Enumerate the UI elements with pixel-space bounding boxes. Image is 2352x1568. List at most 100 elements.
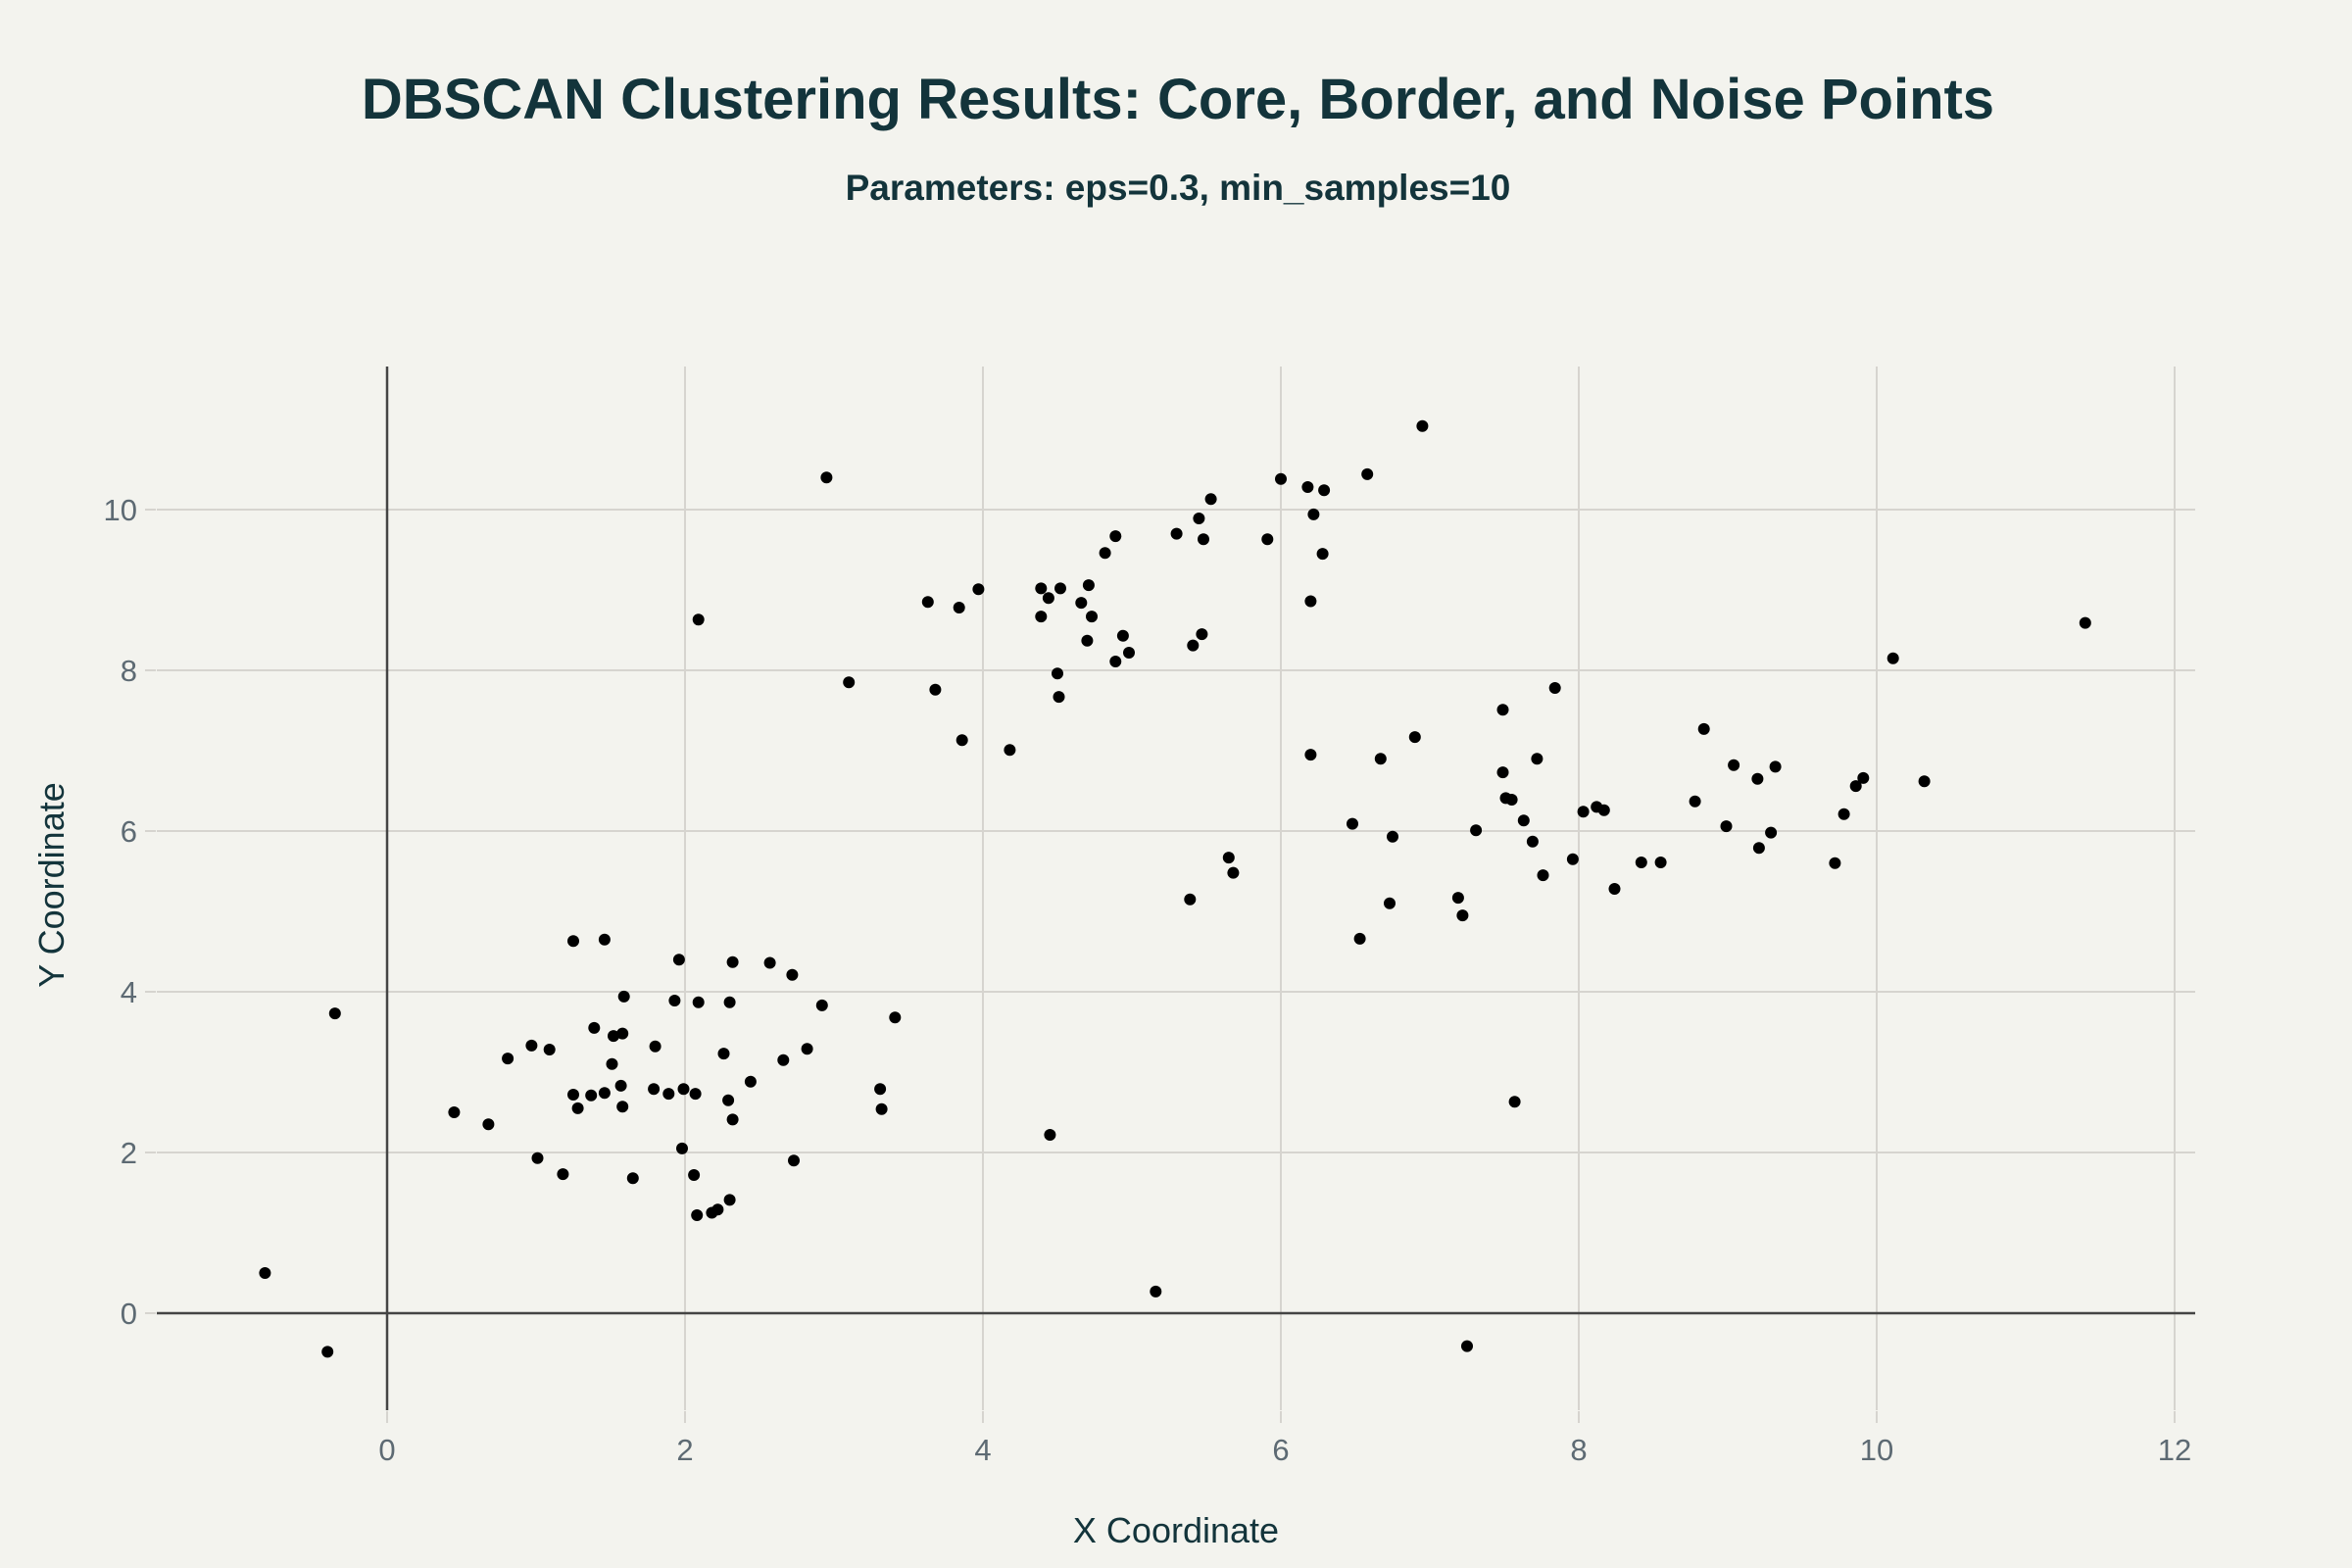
data-point[interactable]: [763, 956, 776, 969]
data-point[interactable]: [1198, 533, 1209, 546]
data-point[interactable]: [1720, 820, 1733, 833]
data-point[interactable]: [606, 1057, 618, 1070]
data-point[interactable]: [1318, 484, 1331, 497]
data-point[interactable]: [692, 996, 705, 1008]
data-point[interactable]: [1081, 634, 1094, 647]
data-point[interactable]: [723, 1194, 736, 1206]
data-point[interactable]: [1035, 611, 1048, 623]
data-point[interactable]: [1384, 897, 1396, 909]
data-point[interactable]: [1829, 857, 1841, 869]
data-point[interactable]: [1116, 629, 1129, 642]
data-point[interactable]: [598, 933, 611, 946]
data-point[interactable]: [874, 1083, 887, 1096]
plot-area[interactable]: [157, 367, 2195, 1410]
data-point[interactable]: [1517, 814, 1530, 827]
data-point[interactable]: [626, 1172, 639, 1185]
data-point[interactable]: [557, 1168, 569, 1181]
data-point[interactable]: [2079, 616, 2091, 629]
data-point[interactable]: [616, 1027, 629, 1040]
data-point[interactable]: [956, 734, 968, 747]
data-point[interactable]: [1204, 493, 1217, 506]
data-point[interactable]: [1353, 932, 1366, 945]
data-point[interactable]: [1222, 852, 1235, 864]
data-point[interactable]: [1769, 760, 1782, 773]
data-point[interactable]: [1099, 547, 1111, 560]
data-point[interactable]: [1052, 667, 1063, 680]
data-point[interactable]: [617, 990, 630, 1003]
data-point[interactable]: [1408, 731, 1421, 744]
data-point[interactable]: [328, 1007, 341, 1020]
data-point[interactable]: [677, 1083, 690, 1096]
data-point[interactable]: [1042, 592, 1054, 605]
data-point[interactable]: [1689, 795, 1701, 808]
data-point[interactable]: [259, 1267, 271, 1279]
data-point[interactable]: [1035, 582, 1048, 595]
data-point[interactable]: [1075, 597, 1088, 610]
data-point[interactable]: [815, 999, 828, 1011]
data-point[interactable]: [1838, 808, 1850, 820]
data-point[interactable]: [1751, 772, 1764, 785]
data-point[interactable]: [1752, 842, 1765, 855]
data-point[interactable]: [1184, 893, 1197, 906]
data-point[interactable]: [1451, 892, 1464, 905]
data-point[interactable]: [448, 1106, 461, 1118]
data-point[interactable]: [921, 596, 934, 609]
data-point[interactable]: [585, 1089, 598, 1102]
data-point[interactable]: [1918, 775, 1931, 788]
data-point[interactable]: [689, 1088, 702, 1101]
data-point[interactable]: [1361, 467, 1374, 480]
data-point[interactable]: [616, 1101, 629, 1113]
data-point[interactable]: [525, 1039, 538, 1052]
data-point[interactable]: [843, 676, 856, 689]
data-point[interactable]: [567, 935, 579, 948]
data-point[interactable]: [1086, 611, 1098, 623]
data-point[interactable]: [1347, 817, 1358, 830]
data-point[interactable]: [1531, 753, 1544, 765]
data-point[interactable]: [717, 1048, 730, 1060]
data-point[interactable]: [688, 1169, 701, 1181]
data-point[interactable]: [1261, 533, 1274, 546]
data-point[interactable]: [531, 1152, 544, 1164]
data-point[interactable]: [1526, 835, 1539, 848]
data-point[interactable]: [608, 1030, 619, 1043]
data-point[interactable]: [1387, 830, 1398, 843]
data-point[interactable]: [1193, 513, 1205, 524]
data-point[interactable]: [502, 1053, 514, 1065]
data-point[interactable]: [1053, 691, 1065, 704]
data-point[interactable]: [1470, 824, 1483, 837]
data-point[interactable]: [662, 1088, 675, 1101]
data-point[interactable]: [1548, 682, 1561, 694]
data-point[interactable]: [1597, 804, 1610, 816]
data-point[interactable]: [1304, 595, 1317, 608]
data-point[interactable]: [543, 1044, 556, 1055]
data-point[interactable]: [1082, 579, 1095, 592]
data-point[interactable]: [1461, 1340, 1473, 1352]
data-point[interactable]: [788, 1154, 800, 1167]
data-point[interactable]: [1654, 857, 1667, 868]
data-point[interactable]: [1109, 656, 1122, 667]
data-point[interactable]: [820, 471, 833, 484]
data-point[interactable]: [1857, 771, 1870, 784]
data-point[interactable]: [1227, 866, 1240, 879]
data-point[interactable]: [648, 1083, 661, 1096]
data-point[interactable]: [321, 1346, 334, 1358]
data-point[interactable]: [1316, 548, 1329, 561]
data-point[interactable]: [1537, 869, 1549, 882]
data-point[interactable]: [1608, 883, 1621, 895]
data-point[interactable]: [1508, 1096, 1521, 1108]
data-point[interactable]: [972, 583, 985, 596]
data-point[interactable]: [588, 1021, 601, 1034]
data-point[interactable]: [1054, 582, 1066, 595]
data-point[interactable]: [801, 1043, 813, 1055]
data-point[interactable]: [1635, 857, 1647, 868]
data-point[interactable]: [676, 1142, 688, 1154]
data-point[interactable]: [953, 602, 965, 613]
data-point[interactable]: [1697, 722, 1710, 735]
data-point[interactable]: [1505, 794, 1518, 806]
data-point[interactable]: [571, 1102, 584, 1114]
data-point[interactable]: [1301, 481, 1314, 493]
data-point[interactable]: [1004, 744, 1016, 757]
data-point[interactable]: [786, 968, 799, 981]
data-point[interactable]: [1456, 909, 1469, 922]
data-point[interactable]: [1849, 780, 1862, 793]
